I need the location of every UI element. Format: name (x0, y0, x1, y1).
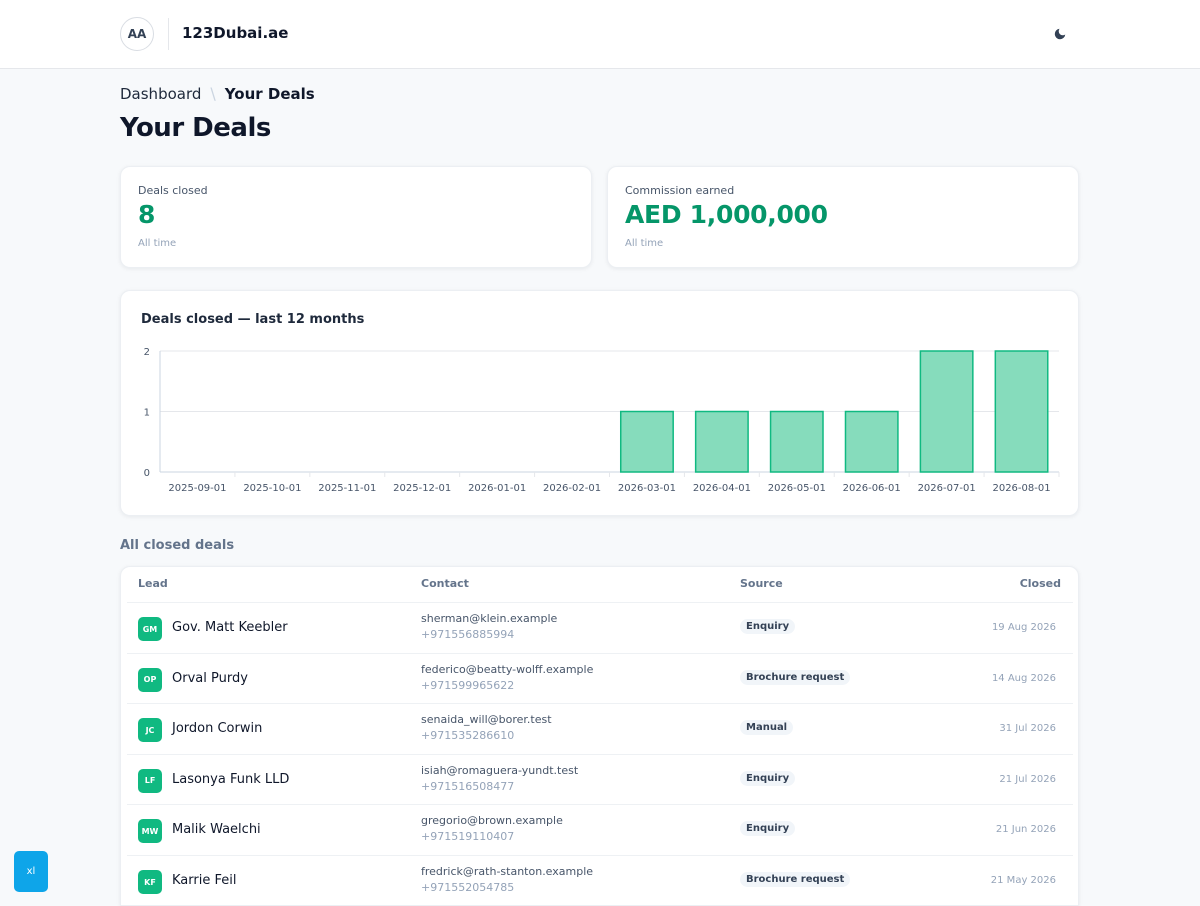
commission-period: All time (625, 238, 664, 249)
lead-name: Karrie Feil (172, 873, 237, 888)
deals-closed-card: Deals closed 8 All time (120, 166, 592, 268)
contact-email[interactable]: sherman@klein.example (421, 612, 558, 625)
source-badge: Enquiry (740, 619, 796, 634)
bar-2026-05-01[interactable] (769, 410, 824, 473)
y-tick-label: 0 (144, 468, 150, 479)
closed-date: 21 May 2026 (990, 875, 1056, 886)
contact-phone: +971552054785 (421, 881, 515, 894)
contact-phone: +971516508477 (421, 779, 515, 793)
y-tick-label: 1 (144, 408, 150, 419)
x-tick-label: 2025-12-01 (393, 483, 451, 494)
lead-initials-avatar: KF (138, 870, 162, 894)
contact-email[interactable]: senaida_will@borer.test (421, 713, 552, 727)
deals-closed-period: All time (138, 238, 177, 249)
closed-deals-table: Lead Contact Source Closed GM Gov. Matt K… (120, 566, 1079, 906)
x-tick-label: 2026-07-01 (918, 483, 976, 494)
x-tick-label: 2026-01-01 (468, 483, 526, 494)
page-title: Your Deals (120, 113, 271, 143)
moon-icon (1054, 28, 1066, 40)
column-header-lead[interactable]: Lead (138, 577, 168, 590)
bar-2026-03-01[interactable] (619, 410, 674, 473)
source-badge: Brochure request (740, 872, 851, 887)
source-badge: Manual (740, 720, 794, 736)
x-tick-label: 2025-11-01 (318, 483, 376, 494)
breadcrumb-dashboard-link[interactable]: Dashboard (120, 84, 202, 103)
deals-bar-chart: 0 1 2 2025-09-01 2025-10-01 2025-11-01 2025-12… (144, 347, 1060, 494)
closed-deals-section-title: All closed deals (120, 538, 235, 553)
contact-email[interactable]: federico@beatty-wolff.example (421, 662, 594, 676)
column-header-source[interactable]: Source (740, 577, 783, 590)
table-row[interactable]: MW Malik Waelchi gregorio@brown.example +97… (127, 804, 1073, 854)
bar-2026-06-01[interactable] (844, 410, 899, 473)
deals-chart-card: Deals closed — last 12 months 0 1 2 2025-09… (120, 290, 1079, 516)
contact-phone: +971519110407 (421, 830, 515, 844)
theme-toggle-button[interactable] (1048, 22, 1072, 46)
lead-initials-avatar: LF (138, 768, 162, 793)
lead-initials-avatar: OP (138, 667, 162, 692)
chart-title: Deals closed — last 12 months (141, 312, 365, 327)
lead-name: Gov. Matt Keebler (172, 620, 288, 635)
lead-name: Malik Waelchi (172, 822, 261, 838)
contact-email[interactable]: isiah@romaguera-yundt.test (421, 763, 579, 777)
breakpoint-badge: xl (14, 851, 48, 892)
table-row[interactable]: LF Lasonya Funk LLD isiah@romaguera-yundt.… (127, 753, 1073, 804)
commission-card: Commission earned AED 1,000,000 All time (607, 166, 1079, 268)
source-badge: Enquiry (740, 770, 796, 786)
brand-name[interactable]: 123Dubai.ae (182, 24, 289, 42)
commission-label: Commission earned (625, 184, 735, 197)
table-row[interactable]: JC Jordon Corwin senaida_will@borer.test +9… (127, 703, 1073, 753)
contact-phone: +971535286610 (421, 729, 515, 743)
closed-date: 19 Aug 2026 (991, 622, 1056, 633)
user-avatar[interactable]: AA (120, 17, 154, 51)
x-tick-label: 2025-09-01 (168, 483, 226, 494)
deals-closed-value: 8 (138, 200, 156, 229)
x-tick-label: 2026-08-01 (992, 483, 1050, 494)
x-tick-label: 2026-05-01 (768, 483, 826, 494)
deals-closed-label: Deals closed (138, 184, 208, 197)
y-tick-label: 2 (144, 347, 150, 358)
breadcrumb: Dashboard \ Your Deals (120, 84, 315, 103)
lead-name: Jordon Corwin (172, 721, 263, 737)
closed-date: 14 Aug 2026 (991, 672, 1056, 684)
bar-2026-07-01[interactable] (919, 350, 974, 473)
table-row[interactable]: KF Karrie Feil fredrick@rath-stanton.examp… (127, 855, 1073, 905)
commission-value: AED 1,000,000 (625, 200, 828, 229)
closed-date: 21 Jul 2026 (999, 773, 1056, 785)
contact-email[interactable]: fredrick@rath-stanton.example (421, 865, 594, 878)
x-tick-label: 2026-06-01 (843, 483, 901, 494)
breadcrumb-separator: \ (210, 84, 216, 103)
breadcrumb-current: Your Deals (224, 84, 315, 103)
contact-email[interactable]: gregorio@brown.example (421, 814, 563, 828)
table-row[interactable]: OP Orval Purdy federico@beatty-wolff.examp… (127, 652, 1073, 703)
bar-2026-08-01[interactable] (994, 350, 1049, 473)
lead-name: Lasonya Funk LLD (172, 771, 290, 787)
x-tick-label: 2026-02-01 (543, 483, 601, 494)
column-header-contact[interactable]: Contact (421, 577, 469, 590)
lead-initials-avatar: JC (138, 718, 162, 743)
bar-2026-04-01[interactable] (694, 410, 749, 473)
x-tick-label: 2026-04-01 (693, 483, 751, 494)
contact-phone: +971599965622 (421, 678, 515, 692)
table-row[interactable]: GM Gov. Matt Keebler sherman@klein.example… (127, 602, 1073, 652)
lead-initials-avatar: GM (138, 617, 162, 641)
column-header-closed[interactable]: Closed (1019, 577, 1061, 590)
lead-initials-avatar: MW (138, 819, 162, 844)
contact-phone: +971556885994 (421, 628, 515, 641)
x-tick-label: 2025-10-01 (243, 483, 301, 494)
source-badge: Enquiry (740, 821, 796, 837)
x-tick-label: 2026-03-01 (618, 483, 676, 494)
closed-date: 31 Jul 2026 (999, 723, 1056, 735)
lead-name: Orval Purdy (172, 670, 248, 686)
source-badge: Brochure request (740, 669, 851, 685)
brand-divider (168, 18, 169, 50)
closed-date: 21 Jun 2026 (995, 824, 1056, 836)
top-bar: AA 123Dubai.ae (0, 0, 1200, 69)
